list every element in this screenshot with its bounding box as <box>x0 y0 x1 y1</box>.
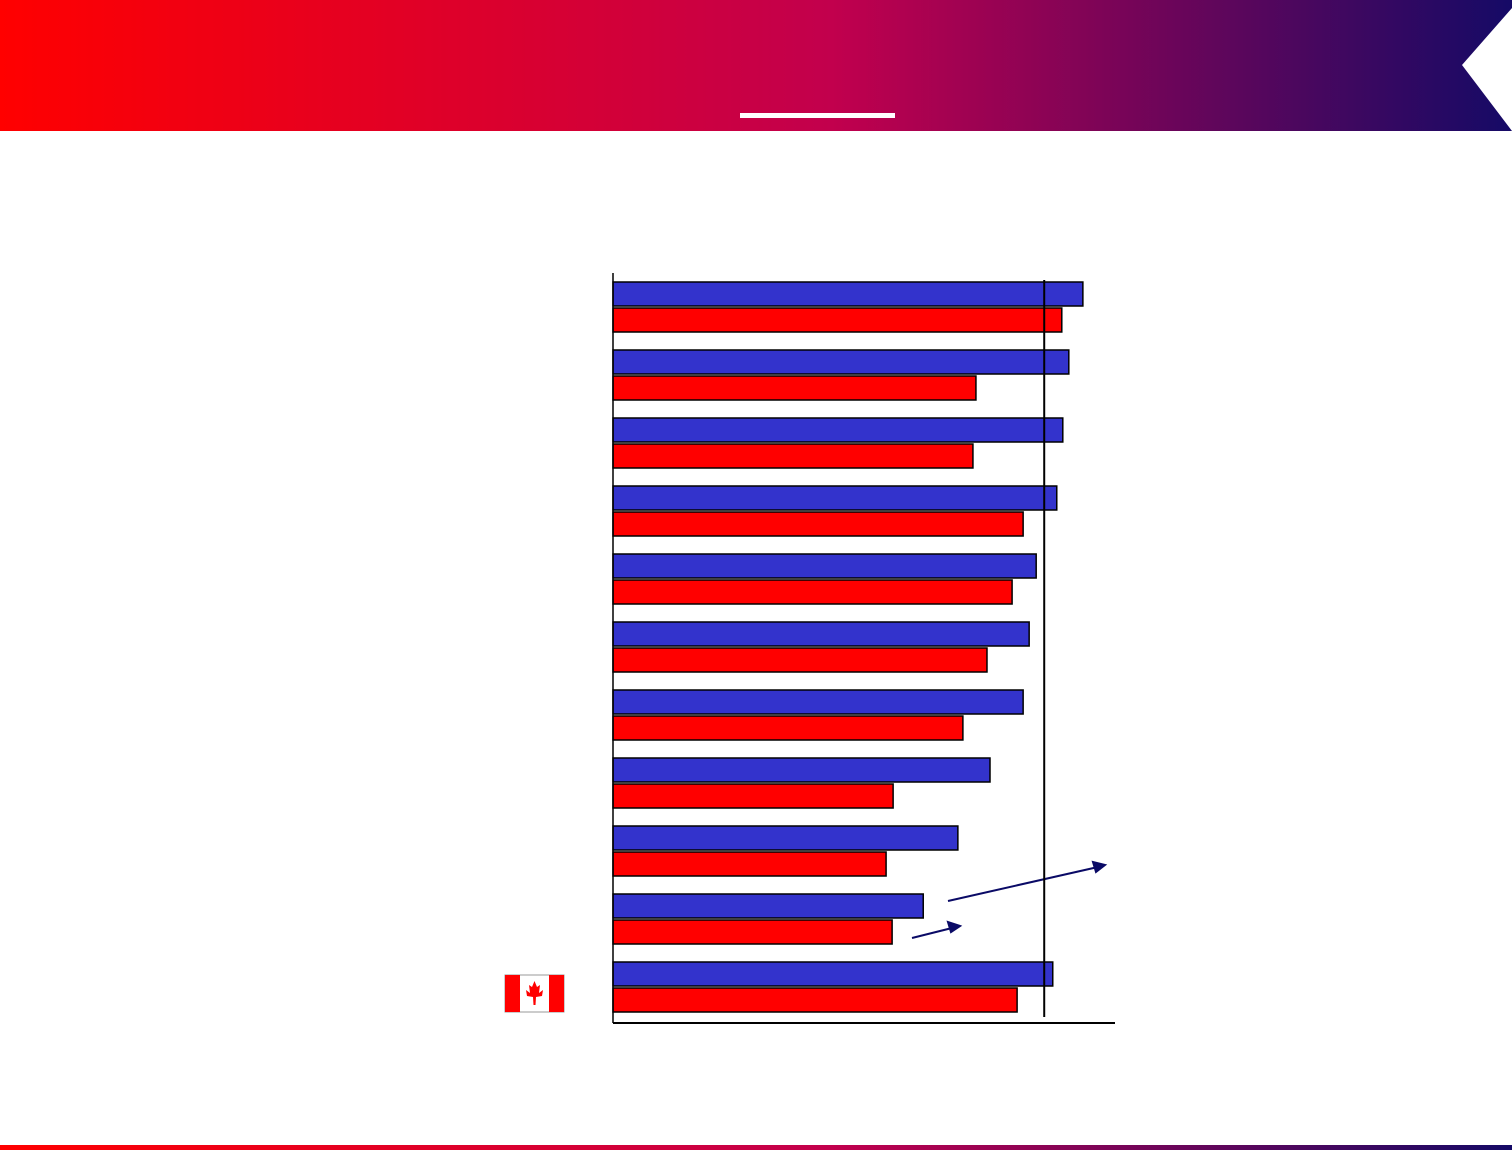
bar <box>612 443 974 469</box>
bar <box>612 987 1018 1013</box>
bar <box>612 375 977 401</box>
annotation-arrows <box>911 860 1108 939</box>
bar <box>612 281 1084 307</box>
bar <box>612 961 1054 987</box>
footer-line <box>0 1145 1512 1150</box>
bar <box>612 825 959 851</box>
bar <box>612 647 988 673</box>
bar <box>612 757 991 783</box>
header-band <box>0 0 1512 131</box>
bar <box>612 851 887 877</box>
bar <box>612 511 1024 537</box>
bar <box>612 417 1064 443</box>
bar <box>612 553 1037 579</box>
title-underline <box>740 113 895 118</box>
bar <box>612 919 893 945</box>
bar <box>612 621 1030 647</box>
bar <box>612 783 894 809</box>
bar <box>612 579 1013 605</box>
bar <box>612 485 1058 511</box>
bar <box>612 349 1070 375</box>
bar <box>612 689 1024 715</box>
bar <box>612 893 924 919</box>
bar <box>612 307 1063 333</box>
bar <box>612 715 964 741</box>
canada-flag <box>504 974 565 1013</box>
plot-area <box>612 273 1115 1024</box>
